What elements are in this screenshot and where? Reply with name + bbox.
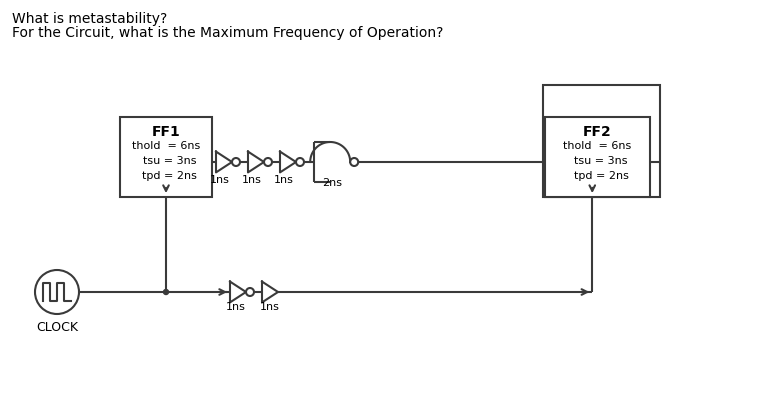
Text: FF1: FF1 (152, 125, 181, 139)
Circle shape (296, 158, 304, 166)
Text: 1ns: 1ns (226, 302, 246, 312)
Circle shape (35, 270, 79, 314)
Circle shape (264, 158, 272, 166)
Text: 1ns: 1ns (260, 302, 280, 312)
Circle shape (246, 288, 254, 296)
Bar (120, 117, 212, 197)
Text: 1ns: 1ns (274, 175, 294, 185)
Text: What is metastability?: What is metastability? (12, 12, 167, 26)
Text: thold  = 6ns
  tsu = 3ns
  tpd = 2ns: thold = 6ns tsu = 3ns tpd = 2ns (132, 141, 200, 181)
Circle shape (232, 158, 240, 166)
Text: 2ns: 2ns (322, 178, 342, 188)
Text: FF2: FF2 (583, 125, 612, 139)
Bar (545, 117, 650, 197)
Text: CLOCK: CLOCK (36, 321, 78, 334)
Text: For the Circuit, what is the Maximum Frequency of Operation?: For the Circuit, what is the Maximum Fre… (12, 26, 443, 40)
Text: thold  = 6ns
  tsu = 3ns
  tpd = 2ns: thold = 6ns tsu = 3ns tpd = 2ns (563, 141, 631, 181)
Bar (543, 85, 660, 197)
Text: 1ns: 1ns (210, 175, 230, 185)
Circle shape (163, 289, 168, 295)
Text: 1ns: 1ns (242, 175, 262, 185)
Circle shape (350, 158, 358, 166)
